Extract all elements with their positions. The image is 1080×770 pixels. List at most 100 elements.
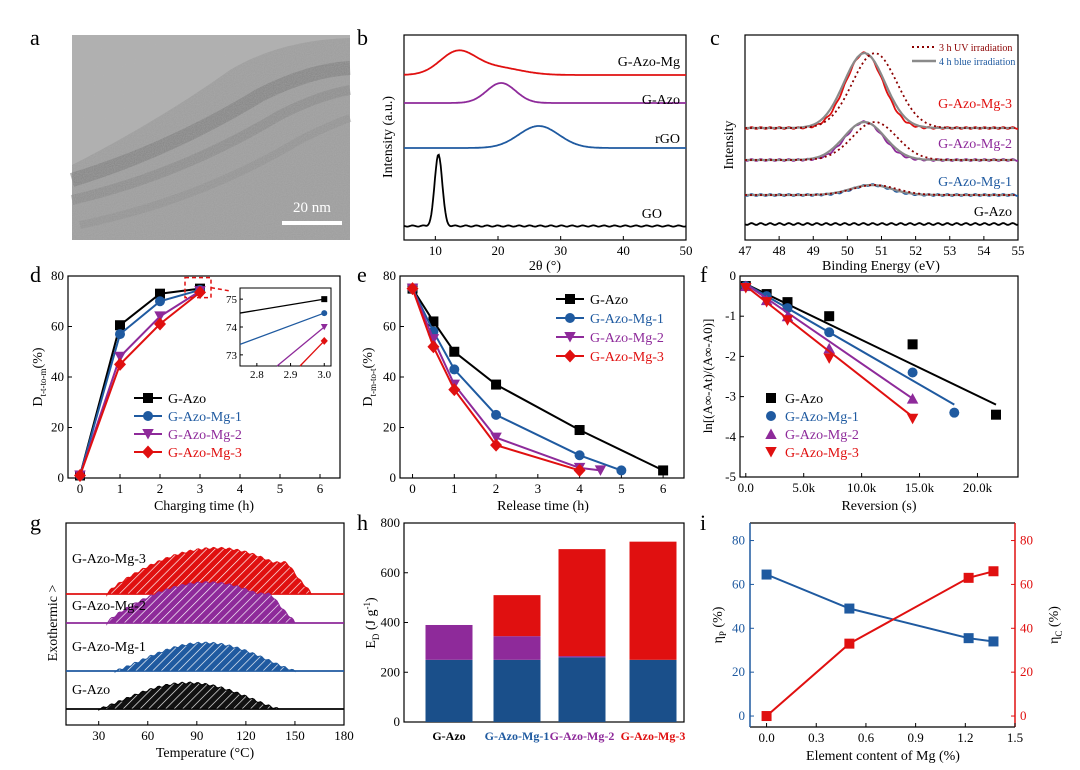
x-tick-label: 4 [237,481,244,496]
legend-marker [564,332,576,343]
x-tick-label: 2 [157,481,164,496]
inset-series-line [276,326,325,367]
scale-bar-label: 20 nm [293,200,331,216]
x-axis-label: Binding Energy (eV) [822,259,940,274]
bar-segment [558,657,606,722]
fit-line [745,283,914,400]
data-point [824,327,835,338]
y-tick-label: 60 [51,319,64,334]
legend-text: G-Azo-Mg-2 [168,428,242,443]
data-point [573,463,586,477]
dsc-curve [98,681,280,711]
inset-x-tick-label: 3.0 [317,369,331,381]
x-tick-label: 51 [875,243,888,258]
x-axis-label: Charging time (h) [154,499,254,514]
data-point [115,329,125,340]
data-point [427,340,440,354]
inset-series-line [299,340,325,367]
x-axis-label: Element content of Mg (%) [806,749,960,764]
data-point [963,633,974,644]
series-label: G-Azo-Mg-1 [72,640,146,655]
data-point [988,566,999,577]
chart-c: 47 48 49 50 51 52 53 54 55 G-Azo-Mg-3 G-Azo-Mg-2 G-… [722,34,1025,274]
data-point [616,465,627,476]
data-point [761,711,772,722]
x-tick-label: 55 [1012,243,1025,258]
inset-data-point [321,296,328,303]
data-point [114,357,126,371]
panel-b: b 10 20 30 40 50 G-Azo-Mg G-Azo rGO GO 2θ (°) Inte… [357,25,693,274]
x-tick-label: 20.0k [963,480,993,495]
legend-marker [565,313,575,323]
x-axis-label: Reversion (s) [841,499,916,514]
panel-label-b: b [357,25,368,50]
series-label: G-Azo-Mg-3 [938,97,1012,112]
legend-marker [765,428,777,439]
y-left-tick-label: 40 [732,620,745,635]
legend-text: G-Azo-Mg-3 [168,446,242,461]
legend-marker [564,349,576,363]
y-tick-label: 80 [51,268,64,283]
series-label: GO [642,207,662,222]
data-point [823,353,835,364]
y-axis-label: Exothermic > [46,585,61,662]
data-point [906,413,919,425]
y-tick-label: -2 [725,348,736,363]
panel-label-e: e [357,262,367,287]
panel-label-a: a [30,25,40,50]
data-point [760,297,773,308]
data-point [74,468,86,482]
series-label: rGO [655,132,680,147]
legend-text: G-Azo-Mg-2 [785,428,859,443]
series-line [404,82,686,104]
legend-text: G-Azo-Mg-1 [785,410,859,425]
x-tick-label: 180 [334,728,354,743]
chart-f: 0.0 5.0k 10.0k 15.0k 20.0k 0 -1 -2 -3 -4 -5 G-Azo G-… [700,268,1019,514]
x-tick-label: 54 [977,243,991,258]
x-tick-label: 1.2 [957,730,973,745]
legend-marker [766,411,776,421]
data-point [781,315,794,326]
x-tick-label: 4 [576,481,583,496]
data-point [906,393,919,404]
chart-e: 0 1 2 3 4 5 6020406080G-AzoG-Azo-Mg-1G-Azo-Mg-… [361,268,685,514]
x-tick-label: 10 [429,243,442,258]
x-tick-label: 90 [190,728,203,743]
y-right-tick-label: 60 [1020,576,1033,591]
y-axis-label: ED (J g-1) [362,597,381,649]
y-axis-label: Dt-m-to-t(%) [361,347,378,406]
data-point [990,409,1001,420]
x-tick-label: 0.9 [908,730,924,745]
legend-text-uv: 3 h UV irradiation [939,43,1012,54]
bar-segment [558,549,606,657]
data-point [574,450,585,461]
x-tick-label: 5.0k [792,480,815,495]
legend-text: G-Azo [168,392,206,407]
legend-text: G-Azo-Mg-3 [785,446,859,461]
x-tick-label: 6 [317,481,324,496]
fit-line-uv-irradiation [745,52,1015,129]
legend-marker [565,294,575,304]
series-label: G-Azo-Mg-3 [72,552,146,567]
x-tick-label: 15.0k [905,480,935,495]
y-tick-label: 0 [730,268,737,283]
y-tick-label: -3 [725,389,736,404]
x-tick-label: G-Azo-Mg-3 [621,729,686,743]
panel-h: h 0 200 400 600 800 G-Azo G-Azo-Mg-1 G-Azo-Mg-2… [357,510,685,743]
panel-a: a 20 nm [30,25,352,240]
y-right-tick-label: 40 [1020,620,1033,635]
data-point [963,572,974,583]
y-right-tick-label: 80 [1020,533,1033,548]
series-line [79,291,201,476]
legend-text-blue: 4 h blue irradiation [939,57,1015,68]
bar-segment [493,595,541,637]
tem-image: 20 nm [69,35,352,240]
y-left-tick-label: 20 [732,664,745,679]
fit-line [745,285,914,418]
fit-line-uv-irradiation [745,184,1015,196]
chart-g: 30 60 90 120 150 180 G-Azo-Mg-3 G-Azo-Mg-2 G-Azo… [46,522,354,761]
y-tick-label: 80 [383,268,396,283]
x-tick-label: 3 [535,481,542,496]
bar-segment [493,636,541,660]
dsc-curve [106,546,312,597]
